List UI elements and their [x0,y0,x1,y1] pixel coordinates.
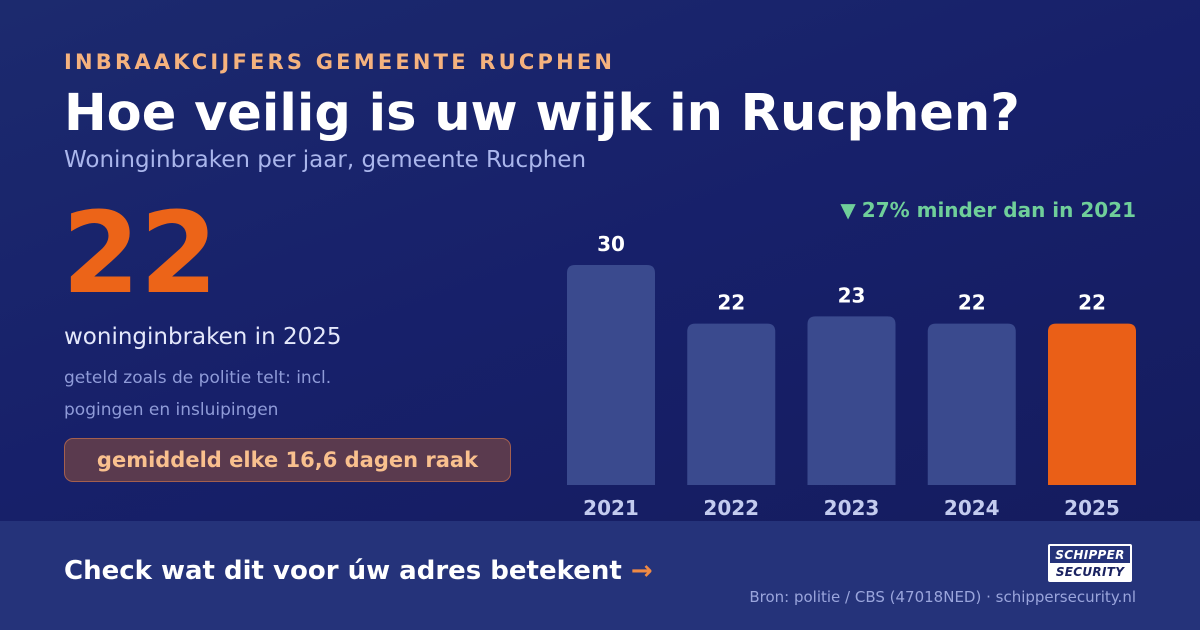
down-arrow-icon: ▼ [840,198,856,222]
frequency-badge: gemiddeld elke 16,6 dagen raak [64,438,511,482]
tick-label-2023: 2023 [824,496,880,520]
tick-label-2021: 2021 [583,496,639,520]
eyebrow-label: INBRAAKCIJFERS GEMEENTE RUCPHEN [64,50,616,74]
trend-indicator: ▼ 27% minder dan in 2021 [840,198,1136,222]
frequency-badge-text: gemiddeld elke 16,6 dagen raak [96,448,479,472]
tick-label-2025: 2025 [1064,496,1120,520]
page-title: Hoe veilig is uw wijk in Rucphen? [64,84,1020,143]
bar-2024 [927,323,1016,485]
highlight-note: geteld zoals de politie telt: incl. pogi… [64,368,332,420]
cta-link[interactable]: Check wat dit voor úw adres betekent → [64,556,653,586]
value-label-2025: 22 [1078,291,1106,315]
value-label-2021: 30 [597,232,625,256]
page-subtitle: Woninginbraken per jaar, gemeente Rucphe… [64,147,587,173]
bar-2023 [807,316,896,485]
bar-2025 [1048,323,1136,485]
bar-2021 [567,265,655,485]
highlight-number: 22 [62,189,218,319]
arrow-right-icon: → [630,556,653,586]
value-label-2024: 22 [958,291,986,315]
logo-line-2: SECURITY [1050,563,1130,580]
value-label-2023: 23 [838,283,866,307]
tick-label-2022: 2022 [703,496,759,520]
tick-label-2024: 2024 [944,496,1000,520]
cta-text: Check wat dit voor úw adres betekent [64,556,622,586]
highlight-label: woninginbraken in 2025 [64,324,342,350]
source-note: Bron: politie / CBS (47018NED) · schippe… [749,588,1136,606]
trend-text: 27% minder dan in 2021 [861,198,1136,222]
footer-bar [0,521,1200,630]
value-label-2022: 22 [717,291,745,315]
bar-2022 [687,323,776,485]
bar-chart: 30 2021 22 2022 23 2023 22 2024 22 2025 [567,232,1136,520]
company-logo: SCHIPPER SECURITY [1048,544,1132,582]
logo-line-1: SCHIPPER [1055,547,1125,562]
